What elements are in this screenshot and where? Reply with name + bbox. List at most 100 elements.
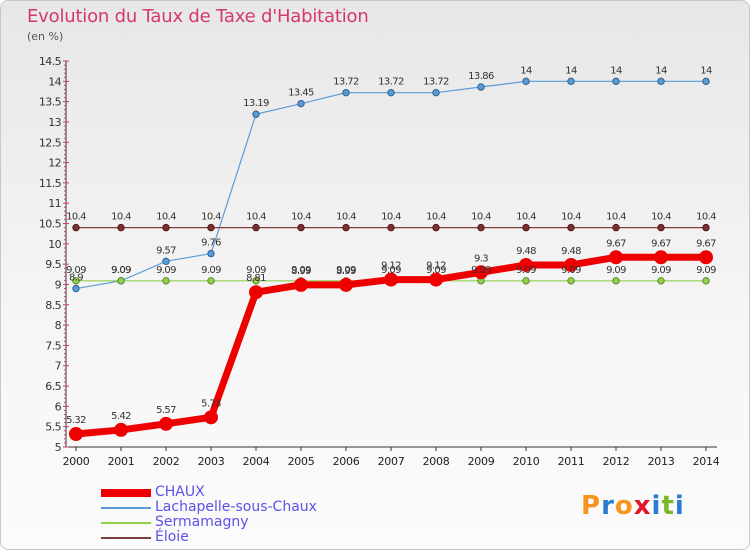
legend-swatch [101,507,151,509]
data-label: 9.09 [201,265,221,276]
series-point [72,223,80,232]
logo-letter: r [601,491,615,521]
x-tick-label: 2000 [63,455,90,468]
data-label: 10.4 [201,212,221,223]
data-label: 5.73 [201,398,221,409]
data-label: 9.67 [696,238,716,249]
legend-swatch [101,489,151,497]
series-point [294,277,308,292]
y-tick-label: 14.5 [39,55,62,68]
series-point [567,277,575,285]
series-point [204,410,218,425]
data-label: 13.72 [423,77,449,88]
y-tick-label: 8 [55,319,62,332]
data-label: 10.4 [336,212,356,223]
data-label: 8.99 [336,266,356,277]
series-point [702,277,710,285]
y-tick-label: 7 [55,360,62,373]
series-point [252,223,260,232]
data-label: 8.99 [291,266,311,277]
x-tick-label: 2003 [198,455,225,468]
x-tick-label: 2005 [288,455,315,468]
data-label: 9.67 [651,238,671,249]
x-tick-label: 2007 [378,455,405,468]
data-label: 9.09 [111,265,131,276]
data-label: 13.72 [378,77,404,88]
series-point [117,223,125,232]
data-label: 13.45 [288,88,314,99]
y-tick-label: 12.5 [39,136,62,149]
y-tick-label: 11.5 [39,177,62,190]
data-label: 10.4 [66,212,86,223]
data-label: 9.57 [156,245,176,256]
y-tick-label: 6 [55,400,62,413]
data-label: 10.4 [471,212,491,223]
chart-data-labels: 10.4 10.4 10.4 10.4 10.4 10.4 10.4 10.4 10.4 10.4… [66,65,717,426]
series-point [429,272,443,287]
data-label: 13.72 [333,77,359,88]
series-point [72,284,80,293]
x-tick-label: 2002 [153,455,180,468]
data-label: 9.09 [426,265,446,276]
series-point [162,223,170,232]
series-point [699,250,713,265]
series-point [252,110,260,118]
data-label: 8.81 [246,273,266,284]
x-tick-label: 2009 [468,455,495,468]
data-label: 9.09 [696,265,716,276]
series-point [567,223,575,232]
y-tick-label: 9.5 [45,258,61,271]
data-label: 14 [700,65,712,76]
data-label: 14 [565,65,577,76]
series-point [387,88,395,97]
x-tick-label: 2014 [693,455,720,468]
y-tick-label: 7.5 [45,339,61,352]
y-tick-label: 8.5 [45,299,61,312]
y-tick-label: 13.5 [39,96,62,109]
data-label: 14 [655,65,667,76]
series-point [519,257,533,272]
y-tick-label: 10.5 [39,218,62,231]
x-tick-label: 2008 [423,455,450,468]
chart-title: Evolution du Taux de Taxe d'Habitation [27,6,369,27]
data-label: 9.48 [561,246,581,257]
y-tick-label: 6.5 [45,380,61,393]
data-label: 10.4 [291,212,311,223]
data-label: 9.09 [336,265,356,276]
series-point [477,83,485,91]
chart-axes: 5 5.5 6 6.5 7 7.5 8 8.5 9 9.5 10 10.5 11 11.5 12 12.5 13… [39,55,720,468]
x-tick-label: 2004 [243,455,270,468]
y-tick-label: 10 [48,238,61,251]
data-label: 10.4 [651,212,671,223]
y-tick-label: 5.5 [45,421,61,434]
data-label: 5.57 [156,405,176,416]
data-label: 9.09 [516,265,536,276]
legend-swatch [101,537,151,539]
y-tick-label: 13 [48,116,61,129]
series-point [384,272,398,287]
series-point [702,223,710,232]
x-tick-label: 2006 [333,455,360,468]
series-point [612,277,620,285]
series-point [477,223,485,232]
x-tick-label: 2011 [558,455,585,468]
series-point [114,422,128,437]
logo-letter: P [581,491,602,521]
legend-label: Sermamagny [155,514,249,530]
logo-letter: i [674,491,685,521]
logo-letter: o [614,491,634,521]
series-point [207,249,215,258]
data-label: 9.67 [606,238,626,249]
data-label: 9.09 [246,265,266,276]
data-label: 9.09 [606,265,626,276]
series-point [657,77,665,86]
chart-unit: (en %) [27,30,64,43]
series-point [657,223,665,232]
data-label: 9.09 [651,265,671,276]
data-label: 5.32 [66,415,86,426]
data-label: 9.09 [381,265,401,276]
data-label: 9.09 [66,265,86,276]
series-point [522,223,530,232]
legend-label: Éloie [155,529,189,545]
series-point [612,223,620,232]
